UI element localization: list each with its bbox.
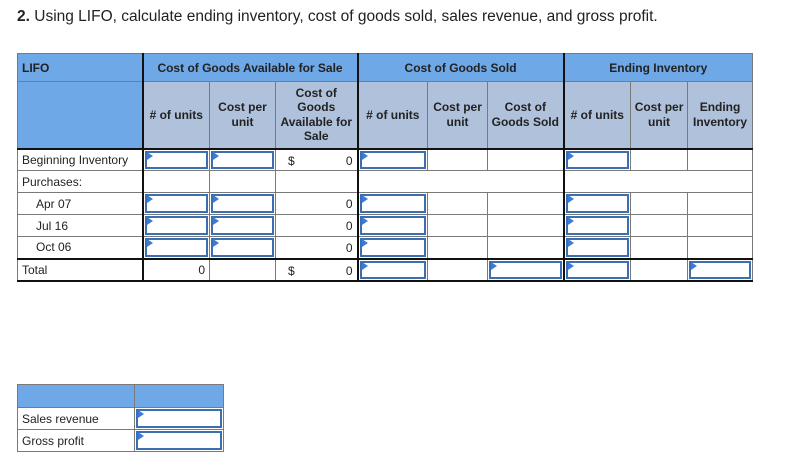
beginning-cogs-units-input[interactable] [359, 150, 427, 169]
row-label: Apr 07 [17, 192, 143, 215]
oct06-cogs-units-input[interactable] [359, 238, 427, 257]
oct06-ending-units-input[interactable] [565, 238, 630, 257]
sales-revenue-input[interactable] [136, 409, 222, 428]
jul16-cost-input[interactable] [211, 216, 274, 235]
table-row: Oct 06 0 [17, 236, 754, 259]
jul16-cogs-units-input[interactable] [359, 216, 427, 235]
question-text: Using LIFO, calculate ending inventory, … [29, 8, 658, 25]
question-number: 2. [17, 8, 30, 25]
gross-profit-input[interactable] [136, 431, 222, 450]
subheader-blank [17, 81, 143, 150]
apr07-cogas-value: 0 [345, 197, 353, 211]
row-label: Total [17, 257, 143, 282]
jul16-ending-units-input[interactable] [565, 216, 630, 235]
subheader-cogas-units: # of units [141, 81, 210, 150]
subheader-ending-total: Ending Inventory [687, 81, 754, 150]
group-header-ending: Ending Inventory [562, 53, 754, 82]
lifo-table: LIFO Cost of Goods Available for Sale Co… [17, 53, 754, 282]
subheader-cogs-cost: Cost per unit [427, 81, 489, 150]
currency-symbol: $ [288, 263, 295, 278]
oct06-cost-input[interactable] [211, 238, 274, 257]
table-row: Sales revenue [17, 407, 224, 430]
table-row: Purchases: [17, 170, 754, 193]
table-row: Gross profit [17, 429, 224, 452]
total-row: Total 0 $0 [17, 257, 754, 282]
subheader-cogas-cost: Cost per unit [209, 81, 276, 150]
oct06-units-input[interactable] [144, 238, 208, 257]
jul16-cogas-value: 0 [345, 219, 353, 233]
table-row: Apr 07 0 [17, 192, 754, 215]
oct06-cogas-value: 0 [345, 241, 353, 255]
row-label: Jul 16 [17, 214, 143, 237]
currency-symbol: $ [288, 153, 295, 168]
total-ending-units-input[interactable] [565, 260, 630, 279]
subheader-ending-cost: Cost per unit [630, 81, 689, 150]
row-label: Oct 06 [17, 236, 143, 259]
apr07-cogs-units-input[interactable] [359, 194, 427, 213]
beginning-ending-units-input[interactable] [565, 150, 630, 169]
group-header-cogs: Cost of Goods Sold [356, 53, 565, 82]
apr07-cost-input[interactable] [211, 194, 274, 213]
subheader-cogs-units: # of units [356, 81, 429, 150]
summary-table: Sales revenue Gross profit [17, 384, 224, 452]
row-label: Sales revenue [17, 407, 135, 430]
apr07-units-input[interactable] [144, 194, 208, 213]
table-row: Beginning Inventory $0 [17, 148, 754, 171]
total-ending-inventory-input[interactable] [689, 260, 752, 279]
corner-label: LIFO [17, 53, 143, 82]
beginning-units-input[interactable] [144, 150, 208, 169]
beginning-cogas-value: 0 [345, 153, 353, 168]
total-units-value: 0 [141, 257, 210, 282]
subheader-ending-units: # of units [562, 81, 632, 150]
row-label: Gross profit [17, 429, 135, 452]
total-cogs-units-input[interactable] [359, 260, 427, 279]
subheader-cogas-total: Cost of Goods Available for Sale [274, 81, 359, 150]
row-label: Beginning Inventory [17, 148, 143, 171]
total-cogas-value: 0 [345, 263, 353, 278]
row-label: Purchases: [17, 170, 143, 193]
beginning-cost-input[interactable] [211, 150, 274, 169]
total-cogs-input[interactable] [489, 260, 562, 279]
group-header-cogas: Cost of Goods Available for Sale [141, 53, 359, 82]
jul16-units-input[interactable] [144, 216, 208, 235]
table-row: Jul 16 0 [17, 214, 754, 237]
subheader-cogs-total: Cost of Goods Sold [487, 81, 565, 150]
apr07-ending-units-input[interactable] [565, 194, 630, 213]
question-prompt: 2. Using LIFO, calculate ending inventor… [17, 8, 658, 26]
